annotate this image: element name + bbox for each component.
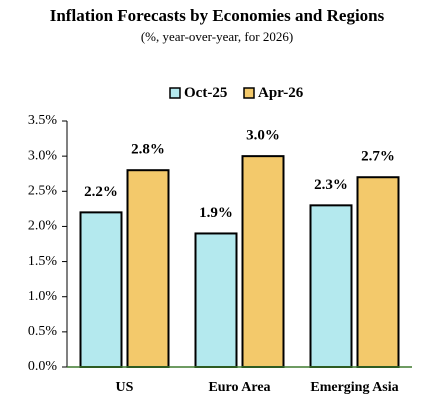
bar (309, 204, 353, 368)
y-tick-label: 2.5% (28, 184, 58, 199)
x-tick-label: Emerging Asia (310, 380, 398, 395)
x-tick-label: Euro Area (208, 380, 270, 395)
y-tick-label: 1.0% (28, 289, 58, 304)
legend-swatch (169, 87, 181, 99)
bar (356, 176, 400, 368)
y-tick-label: 3.5% (28, 113, 58, 128)
value-label: 2.7% (361, 149, 395, 165)
bar (194, 232, 238, 368)
value-label: 3.0% (246, 128, 280, 144)
value-label: 2.2% (84, 184, 118, 200)
y-tick-label: 0.0% (28, 359, 58, 374)
y-tick-label: 1.5% (28, 254, 58, 269)
value-label: 2.8% (131, 142, 165, 158)
bar (126, 169, 170, 368)
legend-swatch (243, 87, 255, 99)
y-tick-label: 2.0% (28, 219, 58, 234)
chart-title: Inflation Forecasts by Economies and Reg… (50, 6, 385, 25)
bar (241, 155, 285, 368)
legend-label: Oct-25 (184, 85, 227, 101)
chart-subtitle: (%, year-over-year, for 2026) (141, 29, 293, 44)
y-tick-label: 0.5% (28, 324, 58, 339)
y-tick-label: 3.0% (28, 148, 58, 163)
x-tick-label: US (116, 380, 134, 395)
legend-label: Apr-26 (258, 85, 304, 101)
bar (79, 211, 123, 368)
value-label: 2.3% (314, 177, 348, 193)
value-label: 1.9% (199, 205, 233, 221)
